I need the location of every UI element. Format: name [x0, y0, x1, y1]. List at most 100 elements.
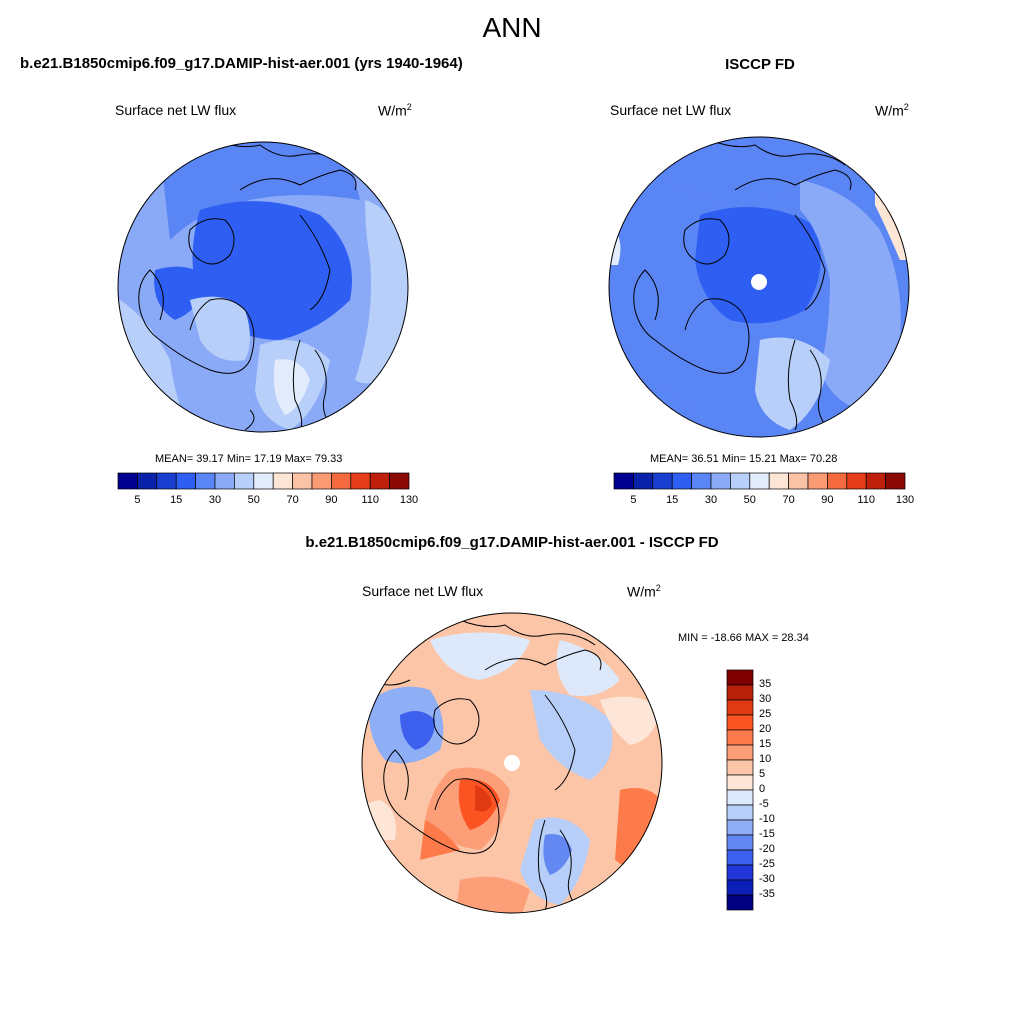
colorbar-tick-label: 130 [895, 494, 915, 506]
panel3-variable: Surface net LW flux [362, 583, 484, 599]
panel3-stats: MIN = -18.66 MAX = 28.34 [678, 632, 809, 644]
colorbar-panel2 [613, 472, 906, 490]
colorbar-tick-label: 130 [399, 494, 419, 506]
colorbar-cell [671, 472, 692, 490]
map-panel1 [118, 142, 408, 432]
colorbar-tick-label: -35 [759, 888, 775, 900]
colorbar-cell [272, 472, 293, 490]
colorbar-cell [369, 472, 390, 490]
colorbar-cell [691, 472, 712, 490]
colorbar-panel1 [117, 472, 410, 490]
colorbar-tick-label: 70 [782, 494, 795, 506]
colorbar-tick-label: 15 [666, 494, 679, 506]
colorbar-cell [726, 864, 754, 881]
colorbar-cell [726, 879, 754, 896]
colorbar-cell [350, 472, 371, 490]
colorbar-cell [726, 699, 754, 716]
colorbar-tick-label: 50 [743, 494, 756, 506]
colorbar-cell [726, 744, 754, 761]
colorbar-panel3 [726, 669, 754, 911]
colorbar-tick-label: 50 [247, 494, 260, 506]
colorbar-tick-label: -5 [759, 798, 769, 810]
colorbar-cell [311, 472, 332, 490]
colorbar-cell [613, 472, 634, 490]
colorbar-cell [726, 804, 754, 821]
panel1-variable: Surface net LW flux [115, 102, 237, 118]
colorbar-tick-label: 5 [759, 768, 766, 780]
colorbar-cell [726, 684, 754, 701]
colorbar-cell [195, 472, 216, 490]
colorbar-cell [175, 472, 196, 490]
colorbar-tick-label: -25 [759, 858, 775, 870]
colorbar-cell [652, 472, 673, 490]
colorbar-cell [710, 472, 731, 490]
colorbar-cell [292, 472, 313, 490]
colorbar-tick-label: 0 [759, 783, 766, 795]
colorbar-cell [846, 472, 867, 490]
coastlines-panel3 [369, 619, 602, 911]
colorbar-cell [331, 472, 352, 490]
colorbar-tick-label: 20 [759, 723, 772, 735]
colorbar-cell [389, 472, 410, 490]
colorbar-tick-label: 25 [759, 708, 772, 720]
colorbar-tick-label: -10 [759, 813, 775, 825]
colorbar-cell [137, 472, 158, 490]
colorbar-cell [885, 472, 906, 490]
colorbar-tick-label: 35 [759, 678, 772, 690]
colorbar-tick-label: 10 [759, 753, 772, 765]
panel2-units: W/m2 [875, 102, 909, 119]
colorbar-cell [214, 472, 235, 490]
colorbar-cell [726, 669, 754, 686]
coastlines-panel2 [633, 139, 852, 431]
colorbar-cell [749, 472, 770, 490]
colorbar-cell [253, 472, 274, 490]
colorbar-cell [726, 729, 754, 746]
map-panel2-border [608, 136, 910, 438]
colorbar-tick-label: -20 [759, 843, 775, 855]
colorbar-cell [730, 472, 751, 490]
colorbar-cell [726, 789, 754, 806]
colorbar-tick-label: 110 [857, 494, 875, 506]
panel3-units: W/m2 [627, 583, 661, 600]
panel1-title: b.e21.B1850cmip6.f09_g17.DAMIP-hist-aer.… [20, 55, 463, 72]
colorbar-tick-label: -15 [759, 828, 775, 840]
map-panel2 [609, 137, 909, 437]
main-title: ANN [482, 12, 542, 43]
colorbar-tick-label: 15 [759, 738, 772, 750]
colorbar-cell [865, 472, 886, 490]
colorbar-tick-label: 5 [134, 494, 141, 506]
colorbar-cell [726, 849, 754, 866]
colorbar-tick-label: 90 [821, 494, 834, 506]
colorbar-tick-label: 30 [759, 693, 772, 705]
colorbar-cell [768, 472, 789, 490]
colorbar-tick-label: 5 [630, 494, 637, 506]
colorbar-tick-label: 110 [361, 494, 379, 506]
colorbar-cell [156, 472, 177, 490]
panel2-title: ISCCP FD [725, 56, 795, 73]
panel1-stats: MEAN= 39.17 Min= 17.19 Max= 79.33 [155, 453, 343, 465]
colorbar-cell [726, 714, 754, 731]
map-panel3-border [361, 612, 663, 914]
colorbar-cell [726, 894, 754, 911]
panel2-variable: Surface net LW flux [610, 102, 732, 118]
map-panel1-border [117, 141, 409, 433]
colorbar-cell [726, 759, 754, 776]
colorbar-tick-label: 90 [325, 494, 338, 506]
panel2-missing-pole [751, 274, 767, 290]
colorbar-cell [788, 472, 809, 490]
colorbar-cell [234, 472, 255, 490]
colorbar-tick-label: 70 [286, 494, 299, 506]
colorbar-tick-label: 30 [208, 494, 222, 506]
colorbar-tick-label: 15 [170, 494, 183, 506]
colorbar-cell [726, 774, 754, 791]
colorbar-tick-label: -30 [759, 873, 775, 885]
colorbar-tick-label: 30 [704, 494, 718, 506]
panel1-units: W/m2 [378, 102, 412, 119]
panel3-title: b.e21.B1850cmip6.f09_g17.DAMIP-hist-aer.… [305, 534, 719, 551]
colorbar-cell [807, 472, 828, 490]
colorbar-cell [633, 472, 654, 490]
panel2-stats: MEAN= 36.51 Min= 15.21 Max= 70.28 [650, 453, 838, 465]
colorbar-cell [726, 819, 754, 836]
colorbar-cell [726, 834, 754, 851]
